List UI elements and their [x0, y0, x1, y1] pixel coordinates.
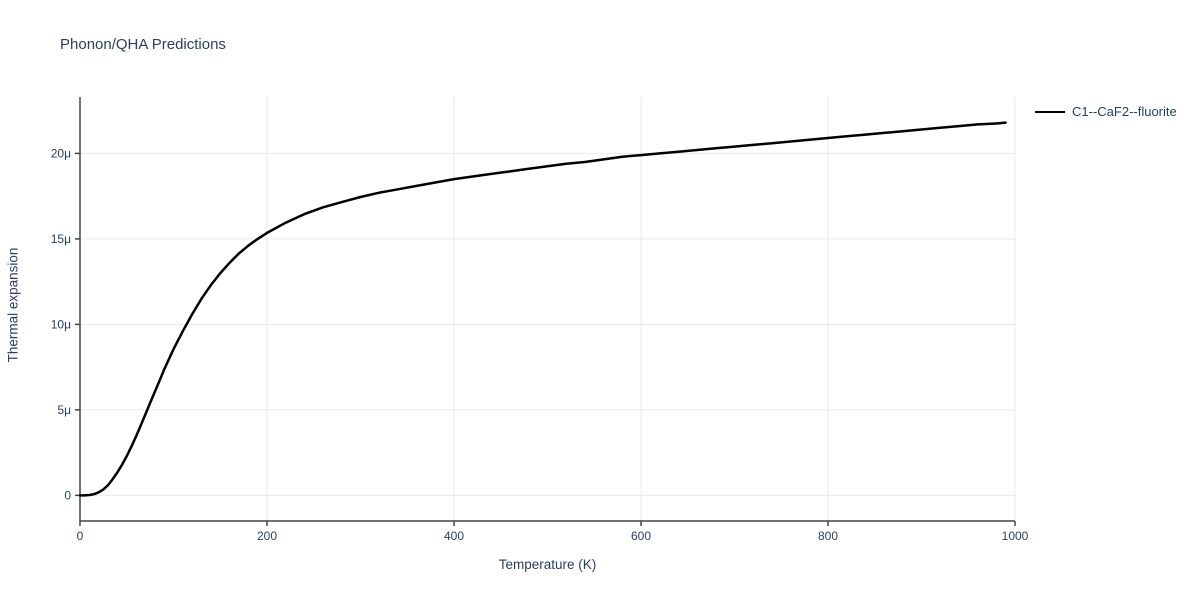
x-tick-label: 600: [631, 529, 651, 543]
y-tick-label: 0: [64, 488, 71, 502]
legend-item-c1-caf2-fluorite[interactable]: C1--CaF2--fluorite: [1035, 104, 1177, 119]
x-tick-label: 400: [444, 529, 464, 543]
plot-area[interactable]: 0 200 400 600 800 1000 0 5μ 10μ 15μ 20μ: [51, 97, 1029, 543]
series-line-C1--CaF2--fluorite[interactable]: [78, 121, 1007, 497]
y-tick-label: 20μ: [51, 146, 71, 160]
x-axis-title: Temperature (K): [498, 557, 597, 572]
x-tick-label: 0: [77, 529, 84, 543]
x-tick-label: 1000: [1002, 529, 1029, 543]
legend-line-sample: [1035, 110, 1065, 113]
chart-title: Phonon/QHA Predictions: [60, 36, 226, 53]
y-tick-label: 5μ: [57, 403, 71, 417]
x-tick-label: 200: [257, 529, 277, 543]
x-tick-label: 800: [818, 529, 838, 543]
y-tick-label: 15μ: [51, 232, 71, 246]
y-axis-title: Thermal expansion: [5, 247, 21, 363]
y-tick-label: 10μ: [51, 317, 71, 331]
legend-label: C1--CaF2--fluorite: [1072, 104, 1177, 119]
